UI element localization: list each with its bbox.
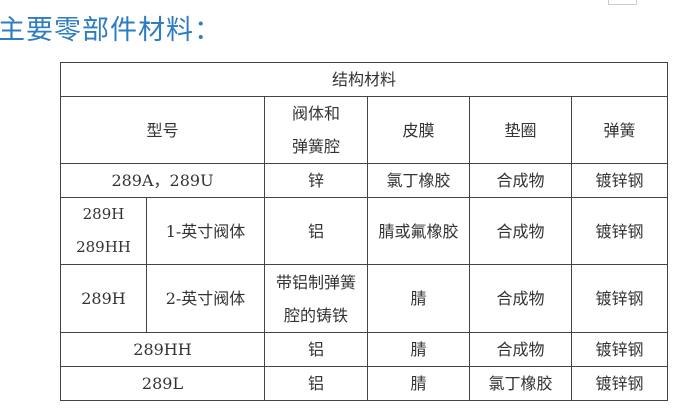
table-row: 289H 2-英寸阀体 带铝制弹簧腔的铸铁 腈 合成物 镀锌钢 [60,264,669,333]
cell-spring: 镀锌钢 [570,197,669,265]
section-title: 主要零部件材料： [0,15,222,46]
table-row: 289L 铝 腈 氯丁橡胶 镀锌钢 [60,366,669,401]
cell-body: 铝 [264,366,368,401]
cell-spring: 镀锌钢 [570,332,669,367]
table-caption: 结构材料 [59,62,669,97]
cell-model-line1: 289H [82,205,125,223]
cell-gasket: 合成物 [469,163,572,198]
table-row: 289A，289U 锌 氯丁橡胶 合成物 镀锌钢 [60,163,669,198]
cell-spring: 镀锌钢 [570,163,669,198]
header-spring: 弹簧 [570,96,669,164]
cell-body: 锌 [264,163,368,198]
header-body: 阀体和 弹簧腔 [264,96,368,164]
cell-model: 289H 289HH [60,197,147,265]
cell-model: 289L [60,366,265,401]
cell-spring: 镀锌钢 [570,264,669,333]
header-model: 型号 [60,96,265,164]
cell-spring: 镀锌钢 [570,366,669,401]
cell-size: 2-英寸阀体 [146,264,265,333]
materials-table: 结构材料 型号 阀体和弹簧腔 皮膜 垫圈 弹簧 289A，289U 锌 氯丁橡胶… [59,62,669,401]
cell-model: 289A，289U [60,163,265,198]
cell-body: 铝 [264,332,368,367]
cell-body: 带铝制弹簧 腔的铸铁 [264,264,368,333]
table-header-row: 型号 阀体和弹簧腔 皮膜 垫圈 弹簧 [60,96,669,164]
header-body-line2: 弹簧腔 [291,137,340,156]
cell-diaphragm: 腈 [367,366,470,401]
cell-size: 1-英寸阀体 [146,197,265,265]
cell-model: 289H [60,264,147,333]
cell-body: 铝 [264,197,368,265]
header-gasket: 垫圈 [469,96,572,164]
cell-body-line1: 带铝制弹簧 [275,272,356,292]
cell-model-line2: 289HH [76,238,131,256]
cell-diaphragm: 腈 [367,264,470,333]
cell-body-line2: 腔的铸铁 [283,305,348,325]
cell-diaphragm: 氯丁橡胶 [367,163,470,198]
table-row: 289HH 铝 腈 合成物 镀锌钢 [60,332,669,367]
cell-gasket: 合成物 [469,197,572,265]
cell-diaphragm: 腈或氟橡胶 [367,197,470,265]
cell-diaphragm: 腈 [367,332,470,367]
table-row: 289H 289HH 1-英寸阀体 铝 腈或氟橡胶 合成物 镀锌钢 [60,197,669,265]
header-body-line1: 阀体和 [291,104,340,123]
cell-gasket: 氯丁橡胶 [469,366,572,401]
cell-gasket: 合成物 [469,332,572,367]
cell-gasket: 合成物 [469,264,572,333]
page-corner-mark [608,0,637,5]
table-caption-row: 结构材料 [59,62,669,97]
header-diaphragm: 皮膜 [367,96,470,164]
cell-model: 289HH [60,332,265,367]
